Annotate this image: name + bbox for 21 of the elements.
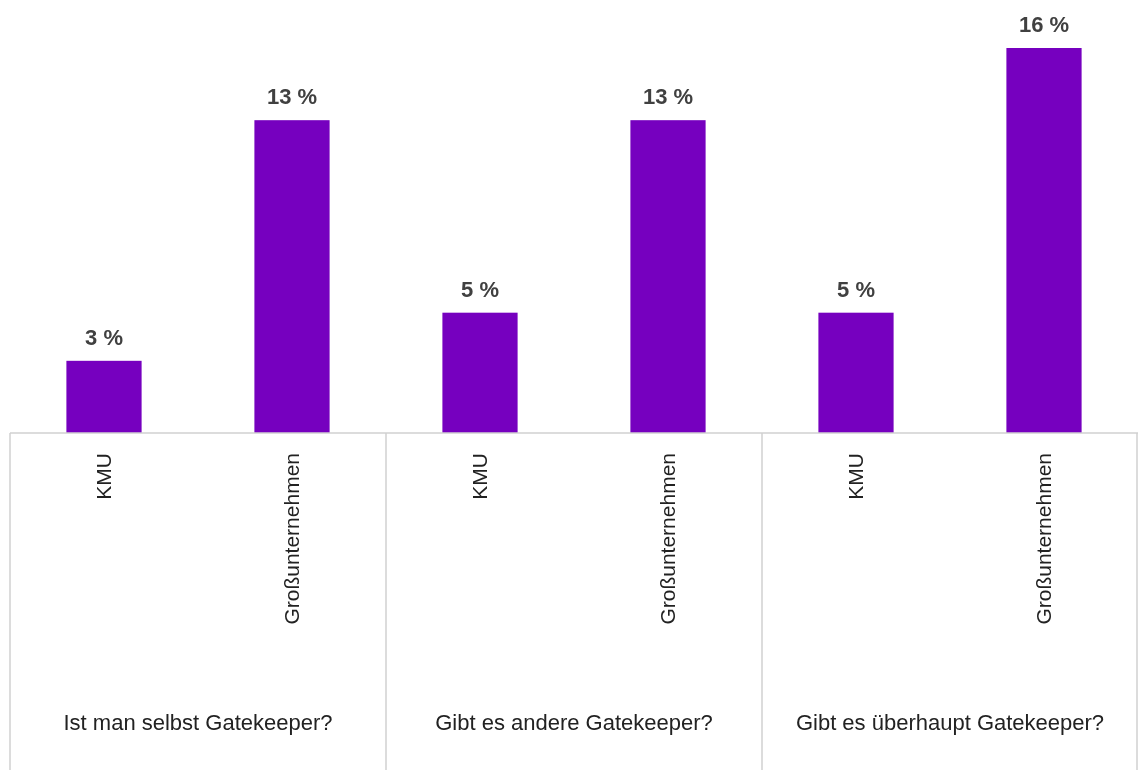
text: Gibt es andere Gatekeeper? [435,710,713,735]
x-tick-label: KMU [468,453,491,500]
x-tick-label: Großunternehmen [1032,453,1055,625]
bar [1006,48,1082,433]
x-tick-label: KMU [844,453,867,500]
x-tick-label: Großunternehmen [656,453,679,625]
bar [818,312,894,433]
data-label: 5 % [837,276,875,302]
bar [442,312,518,433]
bar [254,120,330,433]
text: Ist man selbst Gatekeeper? [63,710,333,735]
text: Gibt es überhaupt Gatekeeper? [795,710,1105,735]
data-label: 16 % [1018,12,1070,37]
data-label: 3 % [85,324,123,350]
data-label: 13 % [642,84,694,110]
x-tick-label: Großunternehmen [280,453,303,625]
data-label: 5 % [461,276,499,302]
bar [66,360,142,433]
data-label: 13 % [266,84,318,110]
bar [630,120,706,433]
x-tick-label: KMU [92,453,115,500]
